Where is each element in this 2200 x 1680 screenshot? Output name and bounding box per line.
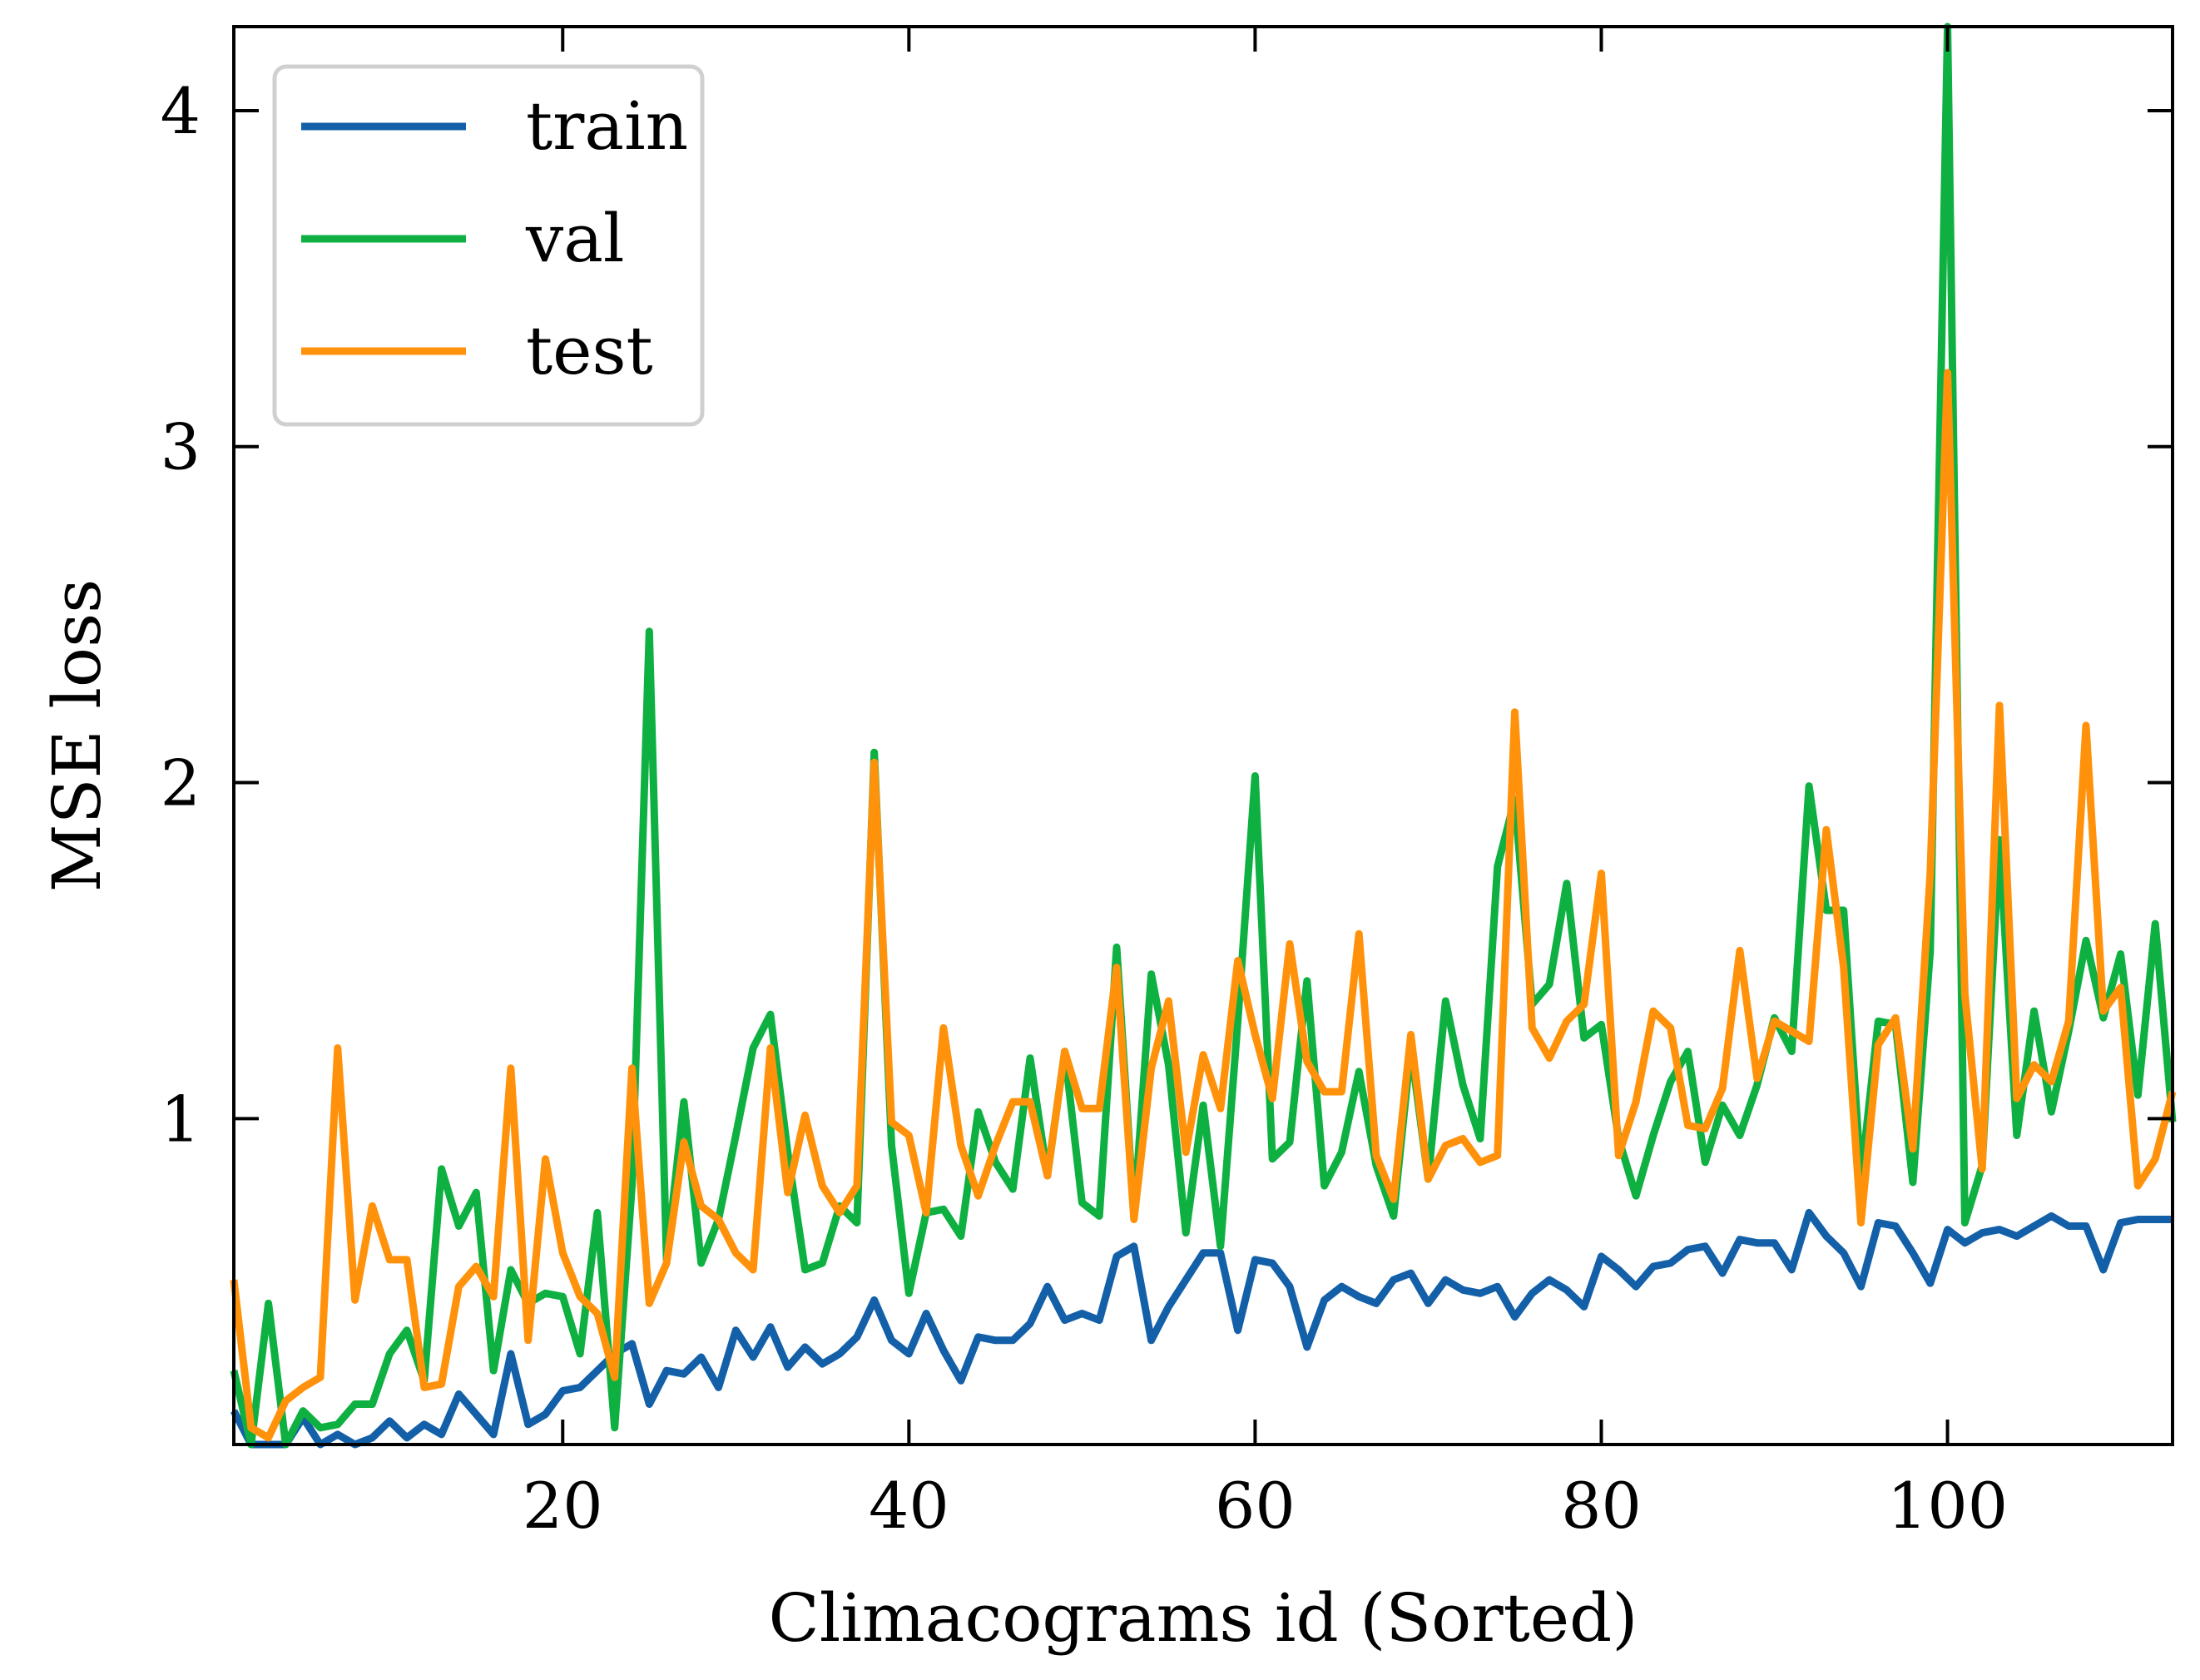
- legend-label-train: train: [526, 87, 688, 165]
- legend-box: [272, 64, 705, 427]
- x-axis-label: Climacograms id (Sorted): [769, 1579, 1638, 1657]
- series-line-test: [230, 369, 2177, 1442]
- x-ticks: 20 40 60 80 100: [523, 27, 2008, 1543]
- legend-label-test: test: [526, 312, 653, 389]
- legend-label-val: val: [525, 200, 624, 277]
- y-tick-label: 3: [161, 410, 201, 484]
- y-tick-label: 4: [161, 74, 201, 148]
- plot-frame: [232, 25, 2174, 1446]
- x-tick-label: 60: [1215, 1469, 1296, 1543]
- legend: train val test: [272, 64, 705, 427]
- x-tick-label: 40: [869, 1469, 949, 1543]
- y-tick-label: 2: [161, 746, 201, 820]
- series-lines: [230, 22, 2177, 1449]
- y-tick-label: 1: [161, 1082, 201, 1156]
- x-tick-label: 80: [1561, 1469, 1642, 1543]
- x-tick-label: 20: [523, 1469, 603, 1543]
- y-ticks: 1 2 3 4: [161, 74, 2173, 1156]
- series-line-train: [230, 1208, 2173, 1449]
- x-tick-label: 100: [1887, 1469, 2008, 1543]
- y-axis-label: MSE loss: [38, 579, 116, 892]
